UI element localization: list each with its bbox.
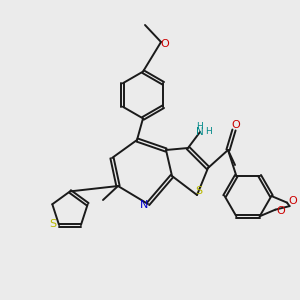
Text: S: S bbox=[195, 185, 202, 196]
Text: O: O bbox=[160, 38, 169, 49]
Text: S: S bbox=[50, 218, 57, 229]
Text: H: H bbox=[205, 128, 212, 136]
Text: N: N bbox=[140, 200, 148, 211]
Text: H: H bbox=[196, 122, 203, 131]
Text: O: O bbox=[276, 206, 285, 216]
Text: O: O bbox=[288, 196, 297, 206]
Text: N: N bbox=[196, 127, 203, 137]
Text: O: O bbox=[231, 120, 240, 130]
